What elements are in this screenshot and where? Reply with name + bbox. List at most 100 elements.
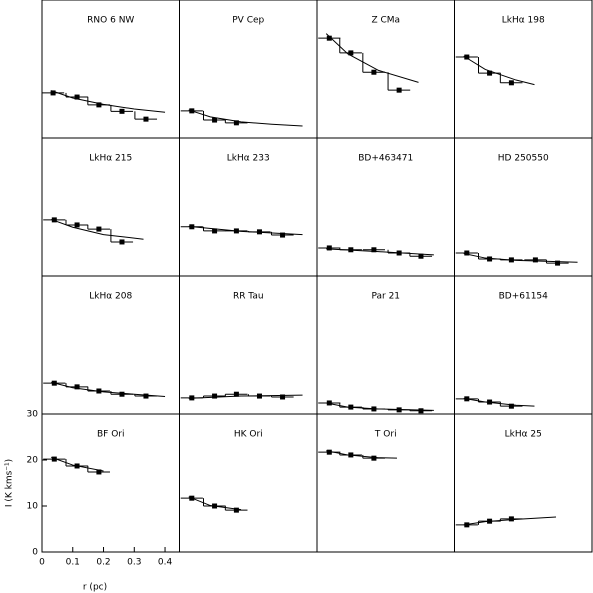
data-point [418, 408, 424, 414]
data-point [555, 260, 561, 266]
data-point [51, 217, 57, 223]
data-point [212, 228, 218, 234]
data-point [487, 70, 493, 76]
fit-curve [463, 397, 535, 407]
data-point [371, 455, 377, 461]
panel-title: BD+463471 [358, 154, 413, 164]
data-point [233, 120, 239, 126]
fit-curve [188, 109, 303, 127]
data-point [74, 384, 80, 390]
data-point [189, 395, 195, 401]
data-point [189, 108, 195, 114]
data-point [326, 35, 332, 41]
fit-curve [463, 55, 535, 86]
panel-title: HD 250550 [498, 154, 549, 164]
fit-curve [463, 252, 578, 263]
data-point [464, 396, 470, 402]
data-point [487, 399, 493, 405]
data-point [74, 94, 80, 100]
data-point [348, 247, 354, 253]
data-point [50, 90, 56, 96]
data-point [96, 102, 102, 108]
data-point [396, 407, 402, 413]
data-point [119, 391, 125, 397]
data-point [256, 393, 262, 399]
x-tick-label: 0 [39, 558, 45, 568]
data-point [233, 507, 239, 513]
panel-frame [454, 413, 593, 553]
panel-title: LkHα 233 [227, 154, 270, 164]
y-tick-label: 30 [27, 410, 39, 420]
data-point [326, 400, 332, 406]
data-point [189, 495, 195, 501]
x-tick-label: 0.1 [66, 558, 80, 568]
fit-curve [51, 218, 144, 240]
data-point [212, 393, 218, 399]
data-point [96, 226, 102, 232]
data-point [371, 406, 377, 412]
data-point [256, 229, 262, 235]
data-point [119, 108, 125, 114]
data-point [280, 394, 286, 400]
panel-title: RR Tau [233, 292, 264, 302]
fit-curve [326, 402, 434, 411]
data-point [396, 87, 402, 93]
data-point [96, 388, 102, 394]
data-point [348, 404, 354, 410]
panel-title: PV Cep [232, 16, 264, 26]
y-axis-label: I (K kms⁻¹) [5, 459, 15, 507]
data-point [233, 228, 239, 234]
data-point [396, 250, 402, 256]
data-point [143, 393, 149, 399]
data-point [508, 516, 514, 522]
panel-title: T Ori [374, 430, 397, 440]
data-point [119, 239, 125, 245]
panel-title: HK Ori [234, 430, 263, 440]
panel-title: LkHα 198 [502, 16, 545, 26]
panel-title: Z CMa [371, 16, 400, 26]
fit-curve [51, 90, 166, 113]
data-point [143, 116, 149, 122]
data-point [51, 380, 57, 386]
panel-title: LkHα 25 [505, 430, 542, 440]
data-point [74, 222, 80, 228]
data-point [371, 69, 377, 75]
fit-curve [325, 33, 419, 83]
x-tick-label: 0.3 [127, 558, 141, 568]
data-point [348, 452, 354, 458]
data-point [280, 232, 286, 238]
panel-title: RNO 6 NW [87, 16, 134, 26]
data-point [212, 503, 218, 509]
data-point [326, 449, 332, 455]
data-point [464, 250, 470, 256]
fit-curve [326, 450, 397, 459]
data-point [508, 257, 514, 263]
data-point [74, 463, 80, 469]
panel-title: Par 21 [371, 292, 400, 302]
data-point [348, 50, 354, 56]
data-point [51, 456, 57, 462]
data-point [508, 403, 514, 409]
y-tick-label: 10 [27, 502, 39, 512]
data-point [212, 117, 218, 123]
x-tick-label: 0.2 [96, 558, 110, 568]
x-axis-label: r (pc) [83, 583, 107, 593]
panel-title: LkHα 215 [89, 154, 132, 164]
panel-title: BD+61154 [499, 292, 549, 302]
fit-curve [463, 516, 557, 526]
data-point [418, 253, 424, 259]
fit-curve [51, 456, 104, 472]
y-tick-label: 0 [32, 548, 38, 558]
data-point [96, 469, 102, 475]
data-point [508, 80, 514, 86]
data-point [371, 247, 377, 253]
data-point [189, 224, 195, 230]
y-tick-label: 20 [27, 456, 39, 466]
data-point [464, 522, 470, 528]
data-point [326, 245, 332, 251]
data-point [487, 518, 493, 524]
data-point [487, 256, 493, 262]
panel-title: BF Ori [97, 430, 125, 440]
fit-curve [188, 496, 242, 511]
